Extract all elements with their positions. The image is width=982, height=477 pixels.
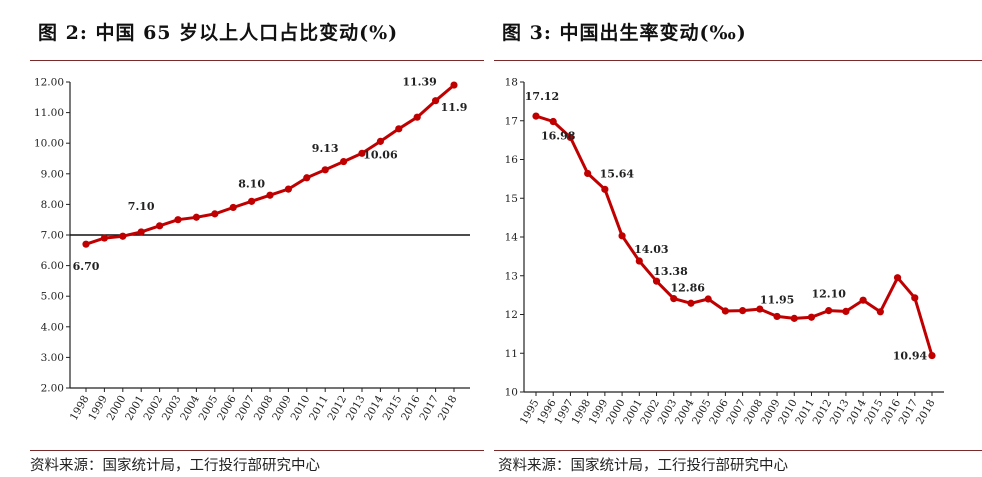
left-chart-data-label: 7.10 — [128, 200, 155, 213]
right-chart-data-point — [584, 169, 592, 178]
right-chart-data-point — [652, 277, 661, 285]
left-chart-data-point — [358, 149, 366, 157]
left-chart-data-point — [137, 228, 145, 236]
right-chart-y-tick-label: 12 — [505, 309, 518, 321]
left-chart-data-label: 8.10 — [238, 177, 265, 190]
right-chart-data-point — [893, 274, 902, 282]
left-chart-data-point — [450, 81, 458, 89]
left-chart-data-point — [156, 222, 164, 230]
right-chart-data-label: 13.38 — [653, 265, 688, 278]
left-chart-data-point — [119, 232, 127, 240]
left-figure-panel: 图 2: 中国 65 岁以上人口占比变动(%) 2.00 3.00 4.00 5.00… — [0, 0, 484, 477]
right-chart-y-tick-label: 14 — [505, 232, 519, 244]
right-chart-y-tick-label: 13 — [505, 270, 518, 282]
right-chart-data-point — [807, 313, 816, 321]
right-chart-data-point — [532, 112, 540, 120]
right-chart-data-point — [859, 296, 867, 304]
right-chart-data-label: 12.10 — [811, 288, 846, 301]
right-chart-data-point — [825, 307, 833, 315]
right-chart-series-line — [534, 114, 934, 358]
right-chart-data-point — [687, 299, 695, 307]
left-chart-y-tick-label: 8.00 — [41, 199, 64, 211]
left-chart-data-point — [174, 216, 182, 224]
left-chart-data-label: 11.39 — [402, 76, 436, 89]
right-chart-data-point — [876, 308, 884, 316]
left-chart-data-point — [248, 197, 256, 205]
left-chart-x-tick-label: 2018 — [436, 394, 460, 423]
right-chart-data-point — [601, 185, 609, 193]
right-chart-data-point — [911, 294, 919, 302]
left-chart-data-point — [432, 97, 440, 105]
left-chart-y-tick-label: 9.00 — [41, 168, 64, 180]
right-chart-data-point — [721, 307, 729, 315]
left-chart-y-tick-label: 11.00 — [34, 107, 64, 119]
left-chart-data-point — [100, 234, 108, 242]
left-chart-data-point — [229, 203, 237, 212]
left-chart-y-tick-label: 6.00 — [41, 260, 64, 272]
left-chart-y-tick-label: 3.00 — [41, 352, 64, 364]
right-chart-data-label: 14.03 — [634, 243, 668, 256]
right-chart-data-point — [566, 133, 575, 142]
right-chart-data-point — [773, 312, 781, 321]
right-chart-data-label: 15.64 — [600, 167, 635, 180]
right-source-note: 资料来源：国家统计局，工行投行部研究中心 — [498, 458, 788, 474]
left-chart-y-tick-label: 12.00 — [34, 77, 64, 89]
left-chart-data-point — [376, 137, 384, 145]
right-chart-y-tick-label: 17 — [505, 115, 518, 127]
left-footer-rule — [30, 450, 484, 451]
right-chart-y-tick-label: 10 — [505, 387, 518, 399]
right-chart-y-tick-label: 11 — [505, 348, 518, 360]
right-line-chart: 1011121314151617181995199619971998199920… — [505, 77, 944, 427]
right-chart-y-tick-label: 18 — [505, 77, 518, 89]
left-chart-data-point — [266, 191, 274, 199]
left-chart-data-point — [340, 157, 348, 166]
left-chart-data-label: 6.70 — [73, 260, 100, 273]
left-chart-data-point — [395, 125, 403, 133]
right-chart-data-point — [739, 307, 747, 315]
right-chart-data-point — [842, 307, 850, 315]
left-chart-data-label: 10.06 — [363, 148, 398, 161]
right-chart-data-point — [756, 305, 764, 313]
right-chart-data-label: 11.95 — [760, 293, 794, 306]
left-chart-y-tick-label: 5.00 — [41, 291, 64, 303]
left-chart-data-label: 11.9 — [441, 101, 468, 114]
right-chart-data-label: 16.98 — [541, 130, 576, 143]
left-figure-title: 图 2: 中国 65 岁以上人口占比变动(%) — [38, 22, 399, 44]
left-chart-data-point — [303, 174, 311, 182]
right-figure-title: 图 3: 中国出生率变动(‰) — [502, 22, 747, 44]
left-chart-y-tick-label: 10.00 — [34, 138, 64, 150]
left-title-rule — [30, 60, 484, 61]
left-chart-data-point — [284, 185, 292, 193]
left-chart-y-tick-label: 2.00 — [41, 383, 64, 395]
right-chart-y-tick-label: 15 — [505, 193, 518, 205]
right-chart-data-label: 17.12 — [525, 90, 559, 103]
left-chart-y-tick-label: 4.00 — [41, 321, 64, 333]
right-chart-data-point — [549, 117, 557, 126]
left-chart-series-line — [84, 83, 456, 246]
right-footer-rule — [494, 450, 982, 451]
left-chart-data-point — [211, 210, 219, 218]
left-chart-data-label: 9.13 — [312, 142, 339, 155]
right-title-rule — [494, 60, 982, 61]
left-line-chart: 2.00 3.00 4.00 5.00 6.00 7.00 8.00 9.00 10.00 11.… — [34, 76, 470, 423]
left-chart-data-point — [321, 166, 329, 174]
right-chart-data-label: 10.94 — [893, 350, 928, 363]
left-chart-data-point — [413, 113, 421, 121]
right-chart-data-point — [704, 295, 712, 303]
left-chart-data-point — [82, 240, 90, 248]
right-chart-data-point — [635, 257, 643, 265]
right-chart-data-point — [928, 351, 936, 360]
right-chart-data-label: 12.86 — [671, 282, 706, 295]
right-chart-data-point — [618, 232, 626, 240]
right-chart-data-point — [670, 295, 678, 303]
left-chart-y-tick-label: 7.00 — [41, 230, 64, 242]
right-chart-data-point — [790, 314, 798, 322]
left-chart-data-point — [192, 213, 200, 221]
right-figure-panel: 图 3: 中国出生率变动(‰) 10 11 12 13 14 15 16 17 18 1995 19… — [494, 0, 982, 477]
right-chart-y-tick-label: 16 — [505, 154, 519, 166]
left-source-note: 资料来源：国家统计局，工行投行部研究中心 — [30, 458, 320, 474]
